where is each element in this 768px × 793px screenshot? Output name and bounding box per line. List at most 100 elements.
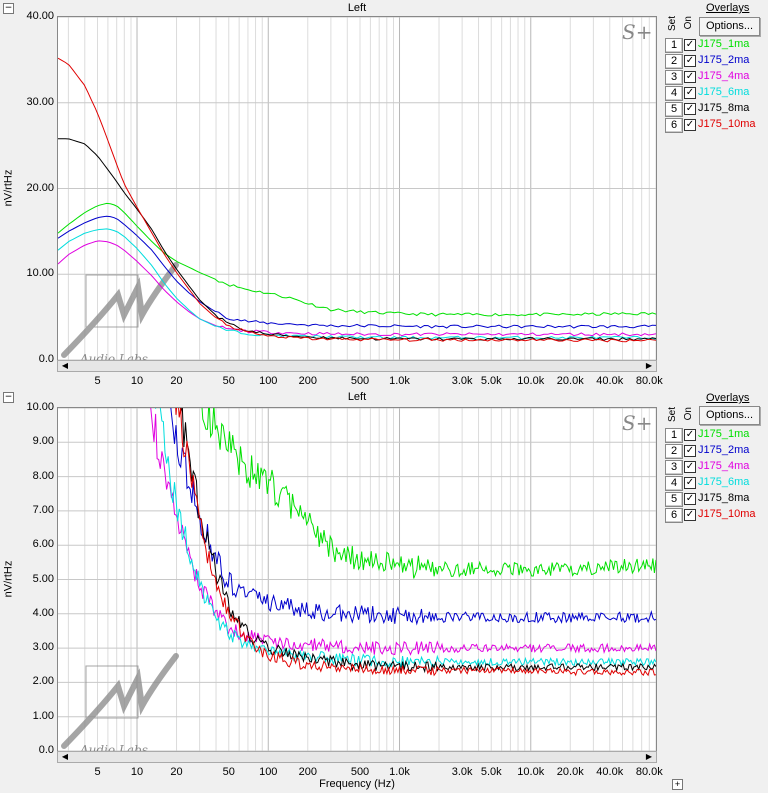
overlay-name: J175_8ma: [698, 102, 750, 114]
overlay-name: J175_8ma: [698, 492, 750, 504]
overlay-on-checkbox[interactable]: ✓: [684, 103, 696, 115]
x-tick-label: 1.0k: [389, 375, 410, 387]
scroll-right-icon[interactable]: ▶: [645, 752, 653, 761]
scrollbar-top[interactable]: ◀ ▶: [57, 360, 657, 372]
overlay-row[interactable]: 2 ✓ J175_2ma: [665, 54, 768, 69]
plot-area-bottom[interactable]: Audio Labs S+: [57, 407, 657, 757]
overlay-name: J175_1ma: [698, 428, 750, 440]
y-tick-label: 20.00: [26, 181, 54, 194]
series-line-J175_2ma: [170, 408, 656, 626]
x-tick-label: 10.0k: [517, 766, 545, 778]
plot-area-top[interactable]: Audio Labs S+: [57, 16, 657, 366]
overlay-row[interactable]: 2 ✓ J175_2ma: [665, 444, 768, 459]
overlay-row[interactable]: 3 ✓ J175_4ma: [665, 460, 768, 475]
x-tick-label: 80.0k: [635, 766, 663, 778]
y-tick-label: 30.00: [26, 95, 54, 108]
overlays-title-top[interactable]: Overlays: [706, 2, 750, 14]
overlay-row[interactable]: 4 ✓ J175_6ma: [665, 476, 768, 491]
overlay-row[interactable]: 3 ✓ J175_4ma: [665, 70, 768, 85]
x-tick-label: 20.0k: [556, 375, 584, 387]
y-tick-label: 4.00: [32, 606, 54, 619]
overlay-set-button[interactable]: 2: [665, 54, 683, 69]
options-button-bottom[interactable]: Options...: [699, 406, 760, 425]
overlay-on-checkbox[interactable]: ✓: [684, 39, 696, 51]
overlay-set-button[interactable]: 1: [665, 428, 683, 443]
col-on-label-bottom: On: [683, 407, 694, 421]
overlay-on-checkbox[interactable]: ✓: [684, 55, 696, 67]
overlay-set-button[interactable]: 4: [665, 476, 683, 491]
overlay-name: J175_2ma: [698, 54, 750, 66]
overlay-set-button[interactable]: 3: [665, 70, 683, 85]
x-tick-label: 500: [350, 766, 370, 778]
scroll-right-icon[interactable]: ▶: [645, 361, 653, 370]
overlay-on-checkbox[interactable]: ✓: [684, 71, 696, 83]
x-tick-label: 20: [170, 766, 183, 778]
x-tick-label: 5: [94, 766, 101, 778]
overlays-title-bottom[interactable]: Overlays: [706, 392, 750, 404]
x-tick-label: 200: [298, 375, 317, 387]
overlay-name: J175_10ma: [698, 508, 756, 520]
overlay-row[interactable]: 5 ✓ J175_8ma: [665, 102, 768, 117]
scroll-left-icon[interactable]: ◀: [61, 361, 69, 370]
overlay-set-button[interactable]: 3: [665, 460, 683, 475]
overlay-set-button[interactable]: 1: [665, 38, 683, 53]
x-tick-label: 50: [222, 766, 235, 778]
scrollbar-bottom[interactable]: ◀ ▶: [57, 751, 657, 763]
overlay-set-button[interactable]: 6: [665, 118, 683, 133]
x-tick-label: 500: [350, 375, 370, 387]
y-tick-label: 7.00: [32, 503, 54, 516]
overlay-on-checkbox[interactable]: ✓: [684, 445, 696, 457]
overlay-set-button[interactable]: 5: [665, 492, 683, 507]
col-on-label-top: On: [683, 16, 694, 30]
overlay-row[interactable]: 1 ✓ J175_1ma: [665, 38, 768, 53]
y-tick-label: 2.00: [32, 675, 54, 688]
overlay-row[interactable]: 1 ✓ J175_1ma: [665, 428, 768, 443]
y-tick-label: 1.00: [32, 709, 54, 722]
overlay-on-checkbox[interactable]: ✓: [684, 87, 696, 99]
overlay-set-button[interactable]: 6: [665, 508, 683, 523]
options-button-top[interactable]: Options...: [699, 17, 760, 36]
y-tick-label: 10.00: [26, 267, 54, 280]
x-tick-label: 50: [222, 375, 235, 387]
overlay-on-checkbox[interactable]: ✓: [684, 461, 696, 473]
corner-mark: S+: [622, 20, 652, 44]
x-tick-label: 10.0k: [517, 375, 545, 387]
overlay-on-checkbox[interactable]: ✓: [684, 429, 696, 441]
overlay-name: J175_4ma: [698, 460, 750, 472]
x-tick-label: 200: [298, 766, 317, 778]
chart-top: Audio Labs S+: [58, 16, 657, 366]
scroll-left-icon[interactable]: ◀: [61, 752, 69, 761]
overlay-on-checkbox[interactable]: ✓: [684, 493, 696, 505]
overlay-name: J175_2ma: [698, 444, 750, 456]
series-line-J175_1ma: [201, 408, 656, 579]
y-tick-label: 0.0: [38, 353, 54, 365]
overlay-set-button[interactable]: 5: [665, 102, 683, 117]
overlay-on-checkbox[interactable]: ✓: [684, 119, 696, 131]
overlay-row[interactable]: 6 ✓ J175_10ma: [665, 508, 768, 523]
overlay-on-checkbox[interactable]: ✓: [684, 509, 696, 521]
col-set-label-bottom: Set: [667, 407, 678, 423]
x-tick-label: 10: [130, 375, 144, 387]
panel-top: − Left nV/rtHz 0.0 10.00 20.00 30.00 40.00 A…: [0, 0, 768, 390]
overlay-set-button[interactable]: 4: [665, 86, 683, 101]
series-group: [58, 57, 656, 343]
x-axis-title: Frequency (Hz): [319, 778, 395, 790]
x-tick-label: 5.0k: [480, 375, 502, 387]
overlay-name: J175_10ma: [698, 118, 756, 130]
x-tick-label: 1.0k: [389, 766, 410, 778]
collapse-bottom-button[interactable]: −: [3, 392, 14, 403]
y-tick-label: 5.00: [32, 572, 54, 585]
overlay-row[interactable]: 6 ✓ J175_10ma: [665, 118, 768, 133]
overlay-row[interactable]: 4 ✓ J175_6ma: [665, 86, 768, 101]
overlay-name: J175_1ma: [698, 38, 750, 50]
x-tick-label: 3.0k: [451, 375, 473, 387]
overlay-row[interactable]: 5 ✓ J175_8ma: [665, 492, 768, 507]
series-line-J175_10ma: [175, 408, 656, 677]
collapse-top-button[interactable]: −: [3, 3, 14, 14]
x-tick-label: 3.0k: [451, 766, 473, 778]
x-tick-label: 100: [259, 766, 278, 778]
overlay-on-checkbox[interactable]: ✓: [684, 477, 696, 489]
overlay-set-button[interactable]: 2: [665, 444, 683, 459]
expand-icon[interactable]: +: [672, 779, 683, 790]
panel-title-top: Left: [347, 2, 367, 14]
